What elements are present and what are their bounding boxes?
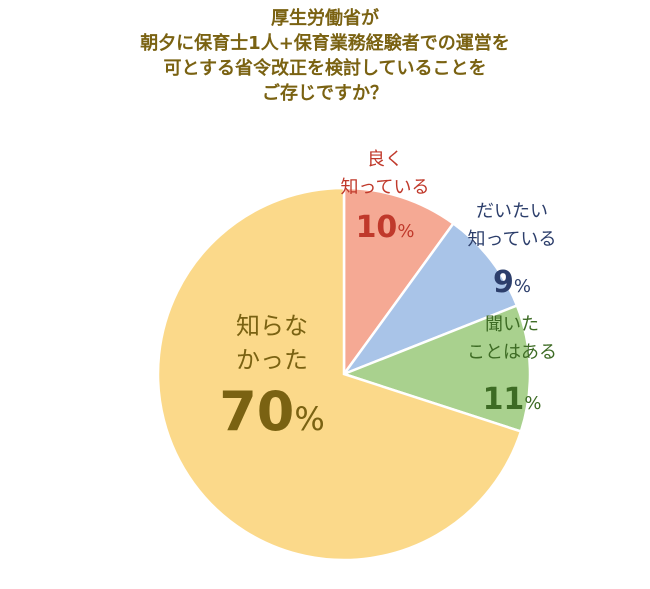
slice-value-label: 9% [493, 265, 531, 300]
slice-label: 知らな [236, 312, 308, 340]
slice-value-label: 11% [483, 382, 542, 417]
pie-slice [340, 303, 532, 434]
pie-slice [342, 186, 456, 378]
slice-label: 知っている [340, 177, 429, 198]
slice-label: 良く [367, 149, 403, 170]
pie-slice [156, 186, 523, 562]
pie-slice [340, 221, 519, 377]
title-line: ご存じですか？ [262, 83, 388, 104]
slice-value-label: 10% [356, 210, 415, 245]
title-line: 厚生労働省が [271, 8, 379, 29]
slice-label: かった [236, 346, 308, 374]
slice-label: だいたい [476, 201, 548, 222]
chart-title: 厚生労働省が 朝夕に保育士1人+保育業務経験者での運営を 可とする省令改正を検討… [0, 6, 650, 106]
slice-label: 聞いた [485, 314, 539, 335]
slice-label: 知っている [467, 229, 556, 250]
title-line: 朝夕に保育士1人+保育業務経験者での運営を [140, 33, 510, 54]
slice-label: ことはある [467, 342, 557, 363]
title-line: 可とする省令改正を検討していることを [163, 58, 487, 79]
slice-value-label: 70% [219, 380, 325, 443]
